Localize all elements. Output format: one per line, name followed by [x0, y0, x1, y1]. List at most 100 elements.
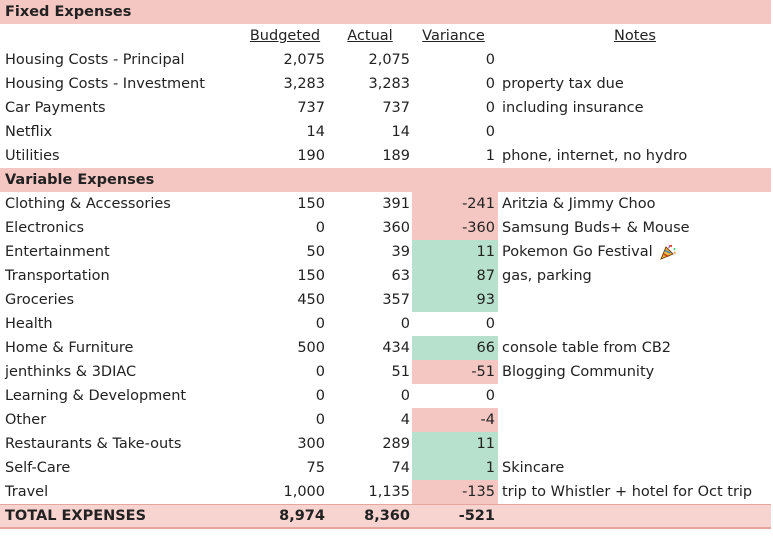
row-label: Housing Costs - Investment	[5, 76, 205, 92]
row-variance: 66	[412, 336, 498, 360]
row-variance: 0	[485, 124, 495, 140]
row-label: Car Payments	[5, 100, 106, 116]
row-label: Home & Furniture	[5, 340, 134, 356]
row-variance: 1	[485, 148, 495, 164]
row-variance: -241	[412, 192, 498, 216]
row-label: Utilities	[5, 148, 60, 164]
row-budgeted: 50	[306, 244, 325, 260]
row-budgeted: 150	[297, 268, 325, 284]
row-budgeted: 2,075	[283, 52, 325, 68]
table-row: Housing Costs - Investment 3,283 3,283 0 pro…	[0, 72, 771, 96]
row-label: Housing Costs - Principal	[5, 52, 185, 68]
row-actual: 3,283	[368, 76, 410, 92]
row-actual: 189	[382, 148, 410, 164]
fixed-section-header: Fixed Expenses	[0, 0, 771, 24]
row-notes: Skincare	[502, 460, 565, 476]
row-actual: 0	[400, 316, 410, 332]
actual-header: Actual	[347, 28, 393, 44]
row-actual: 434	[382, 340, 410, 356]
row-budgeted: 190	[297, 148, 325, 164]
row-variance: 11	[412, 240, 498, 264]
row-budgeted: 75	[306, 460, 325, 476]
row-budgeted: 0	[315, 316, 325, 332]
row-actual: 63	[391, 268, 410, 284]
table-row: Restaurants & Take-outs 300 289 11	[0, 432, 771, 456]
table-row: Health 0 0 0	[0, 312, 771, 336]
row-label: Netflix	[5, 124, 53, 140]
row-variance: -4	[412, 408, 498, 432]
row-actual: 289	[382, 436, 410, 452]
row-actual: 51	[391, 364, 410, 380]
row-label: Electronics	[5, 220, 85, 236]
row-budgeted: 150	[297, 196, 325, 212]
row-label: jenthinks & 3DIAC	[5, 364, 137, 380]
row-variance: -51	[412, 360, 498, 384]
fixed-section-title: Fixed Expenses	[5, 4, 132, 20]
row-actual: 74	[391, 460, 410, 476]
row-label: Entertainment	[5, 244, 110, 260]
row-label: Other	[5, 412, 47, 428]
row-variance: 1	[412, 456, 498, 480]
total-budgeted: 8,974	[279, 508, 325, 524]
table-row: Other 0 4 -4	[0, 408, 771, 432]
row-variance: 0	[485, 76, 495, 92]
row-notes: trip to Whistler + hotel for Oct trip	[502, 484, 753, 500]
row-label: Clothing & Accessories	[5, 196, 171, 212]
table-row: Travel 1,000 1,135 -135 trip to Whistler + h…	[0, 480, 771, 504]
row-budgeted: 0	[315, 220, 325, 236]
table-row: Transportation 150 63 87 gas, parking	[0, 264, 771, 288]
row-notes: Aritzia & Jimmy Choo	[502, 196, 656, 212]
row-budgeted: 3,283	[283, 76, 325, 92]
table-row: Utilities 190 189 1 phone, internet, no hydr…	[0, 144, 771, 168]
table-row: Home & Furniture 500 434 66 console table fr…	[0, 336, 771, 360]
row-variance: 93	[412, 288, 498, 312]
row-actual: 357	[382, 292, 410, 308]
row-label: Self-Care	[5, 460, 71, 476]
row-actual: 360	[382, 220, 410, 236]
budgeted-header: Budgeted	[249, 28, 321, 44]
row-budgeted: 0	[315, 388, 325, 404]
row-actual: 1,135	[368, 484, 410, 500]
table-row: Housing Costs - Principal 2,075 2,075 0	[0, 48, 771, 72]
row-variance: 0	[485, 316, 495, 332]
row-notes: property tax due	[502, 76, 624, 92]
row-actual: 391	[382, 196, 410, 212]
row-actual: 2,075	[368, 52, 410, 68]
table-row: Car Payments 737 737 0 including insurance	[0, 96, 771, 120]
row-label: Learning & Development	[5, 388, 187, 404]
table-row: Entertainment 50 39 11 Pokemon Go Festival	[0, 240, 771, 264]
row-notes: including insurance	[502, 100, 644, 116]
fixed-rows: Housing Costs - Principal 2,075 2,075 0 Hous…	[0, 48, 771, 168]
total-row: TOTAL EXPENSES 8,974 8,360 -521	[0, 504, 771, 529]
party-popper-icon	[659, 243, 677, 261]
row-budgeted: 0	[315, 364, 325, 380]
row-actual: 14	[391, 124, 410, 140]
variable-section-header: Variable Expenses	[0, 168, 771, 192]
row-variance: 0	[485, 388, 495, 404]
row-variance: -360	[412, 216, 498, 240]
row-label: Transportation	[5, 268, 110, 284]
row-label: Health	[5, 316, 53, 332]
row-budgeted: 450	[297, 292, 325, 308]
row-notes: Pokemon Go Festival	[502, 240, 677, 264]
row-budgeted: 737	[297, 100, 325, 116]
row-variance: -135	[412, 480, 498, 504]
row-notes: Blogging Community	[502, 364, 655, 380]
table-row: Netflix 14 14 0	[0, 120, 771, 144]
row-label: Groceries	[5, 292, 75, 308]
row-notes: gas, parking	[502, 268, 592, 284]
row-actual: 0	[400, 388, 410, 404]
row-actual: 39	[391, 244, 410, 260]
row-budgeted: 0	[315, 412, 325, 428]
table-row: Groceries 450 357 93	[0, 288, 771, 312]
column-header-row: Budgeted Actual Variance Notes	[0, 24, 771, 48]
total-variance: -521	[458, 508, 495, 524]
row-notes: Samsung Buds+ & Mouse	[502, 220, 690, 236]
table-row: Electronics 0 360 -360 Samsung Buds+ & Mouse	[0, 216, 771, 240]
row-notes: phone, internet, no hydro	[502, 148, 688, 164]
row-variance: 0	[485, 52, 495, 68]
variable-rows: Clothing & Accessories 150 391 -241 Aritzia …	[0, 192, 771, 504]
total-actual: 8,360	[364, 508, 410, 524]
variable-section-title: Variable Expenses	[5, 172, 155, 188]
